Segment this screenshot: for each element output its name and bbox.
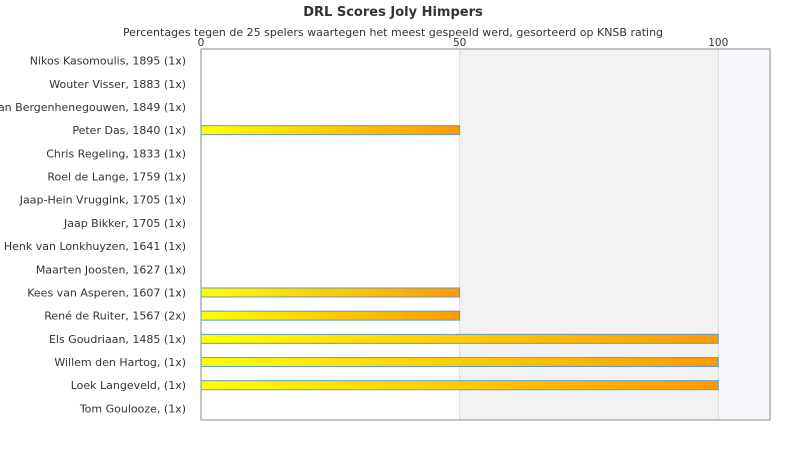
category-label: Jaap Bikker, 1705 (1x)	[63, 217, 186, 230]
category-label: René de Ruiter, 1567 (2x)	[44, 310, 186, 323]
plot-frame	[200, 48, 771, 421]
category-label: Jaap-Hein Vruggink, 1705 (1x)	[19, 194, 186, 207]
category-label: Willem den Hartog, (1x)	[54, 356, 186, 369]
category-label: Nikos Kasomoulis, 1895 (1x)	[30, 55, 186, 68]
category-label: Loek Langeveld, (1x)	[71, 379, 186, 392]
bar	[200, 125, 461, 136]
chart-title: DRL Scores Joly Himpers	[303, 5, 483, 20]
chart-subtitle: Percentages tegen de 25 spelers waartege…	[123, 26, 663, 39]
x-tick-label: 0	[198, 37, 205, 49]
bar	[200, 310, 461, 321]
category-label: Olav van Bergenhenegouwen, 1849 (1x)	[0, 101, 186, 114]
category-label: Peter Das, 1840 (1x)	[72, 124, 186, 137]
category-label: Roel de Lange, 1759 (1x)	[47, 171, 186, 184]
x-tick-label: 50	[453, 37, 466, 49]
category-label: Els Goudriaan, 1485 (1x)	[49, 333, 186, 346]
bar	[200, 380, 719, 391]
x-tick-label: 100	[708, 37, 728, 49]
bar	[200, 333, 719, 344]
plot-area: 0 50 100 Nikos Kasomoulis, 1895 (1x) Wouter …	[0, 37, 771, 421]
category-label: Kees van Asperen, 1607 (1x)	[27, 286, 186, 299]
plot-band	[718, 49, 770, 420]
category-label: Maarten Joosten, 1627 (1x)	[36, 263, 186, 276]
category-label: Tom Goulooze, (1x)	[79, 402, 186, 415]
bar	[200, 287, 461, 298]
bar	[200, 357, 719, 368]
category-label: Henk van Lonkhuyzen, 1641 (1x)	[4, 240, 186, 253]
category-label: Wouter Visser, 1883 (1x)	[49, 78, 186, 91]
category-label: Chris Regeling, 1833 (1x)	[46, 147, 186, 160]
